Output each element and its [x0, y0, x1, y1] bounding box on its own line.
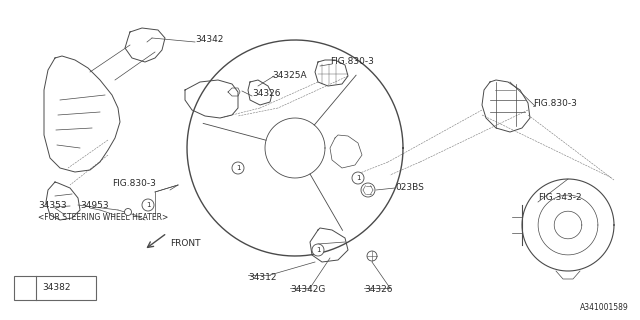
Text: 34382: 34382	[42, 284, 70, 292]
Circle shape	[312, 244, 324, 256]
Circle shape	[125, 209, 131, 215]
Circle shape	[361, 183, 375, 197]
Circle shape	[142, 199, 154, 211]
Text: 1: 1	[236, 165, 240, 171]
Text: 34342: 34342	[195, 36, 223, 44]
Text: FIG.830-3: FIG.830-3	[533, 99, 577, 108]
Text: 34353: 34353	[38, 201, 67, 210]
Text: 34312: 34312	[248, 273, 276, 282]
Text: 1: 1	[356, 175, 360, 181]
Text: A341001589: A341001589	[580, 303, 628, 313]
Text: FRONT: FRONT	[170, 239, 200, 249]
Text: 34326: 34326	[364, 285, 392, 294]
Text: 34953: 34953	[80, 201, 109, 210]
Text: 34326: 34326	[252, 90, 280, 99]
Bar	[14, 276, 96, 300]
Text: 1: 1	[146, 202, 150, 208]
Circle shape	[352, 172, 364, 184]
Text: 023BS: 023BS	[395, 182, 424, 191]
Circle shape	[367, 251, 377, 261]
Text: 34325A: 34325A	[272, 70, 307, 79]
Circle shape	[18, 281, 32, 295]
Text: 1: 1	[316, 247, 320, 253]
Text: 1: 1	[22, 284, 28, 292]
Text: FIG.343-2: FIG.343-2	[538, 194, 582, 203]
Text: FIG.830-3: FIG.830-3	[112, 179, 156, 188]
Text: 34342G: 34342G	[290, 285, 325, 294]
Circle shape	[232, 162, 244, 174]
Text: FIG.830-3: FIG.830-3	[330, 58, 374, 67]
Text: <FOR STEERING WHEEL HEATER>: <FOR STEERING WHEEL HEATER>	[38, 213, 168, 222]
